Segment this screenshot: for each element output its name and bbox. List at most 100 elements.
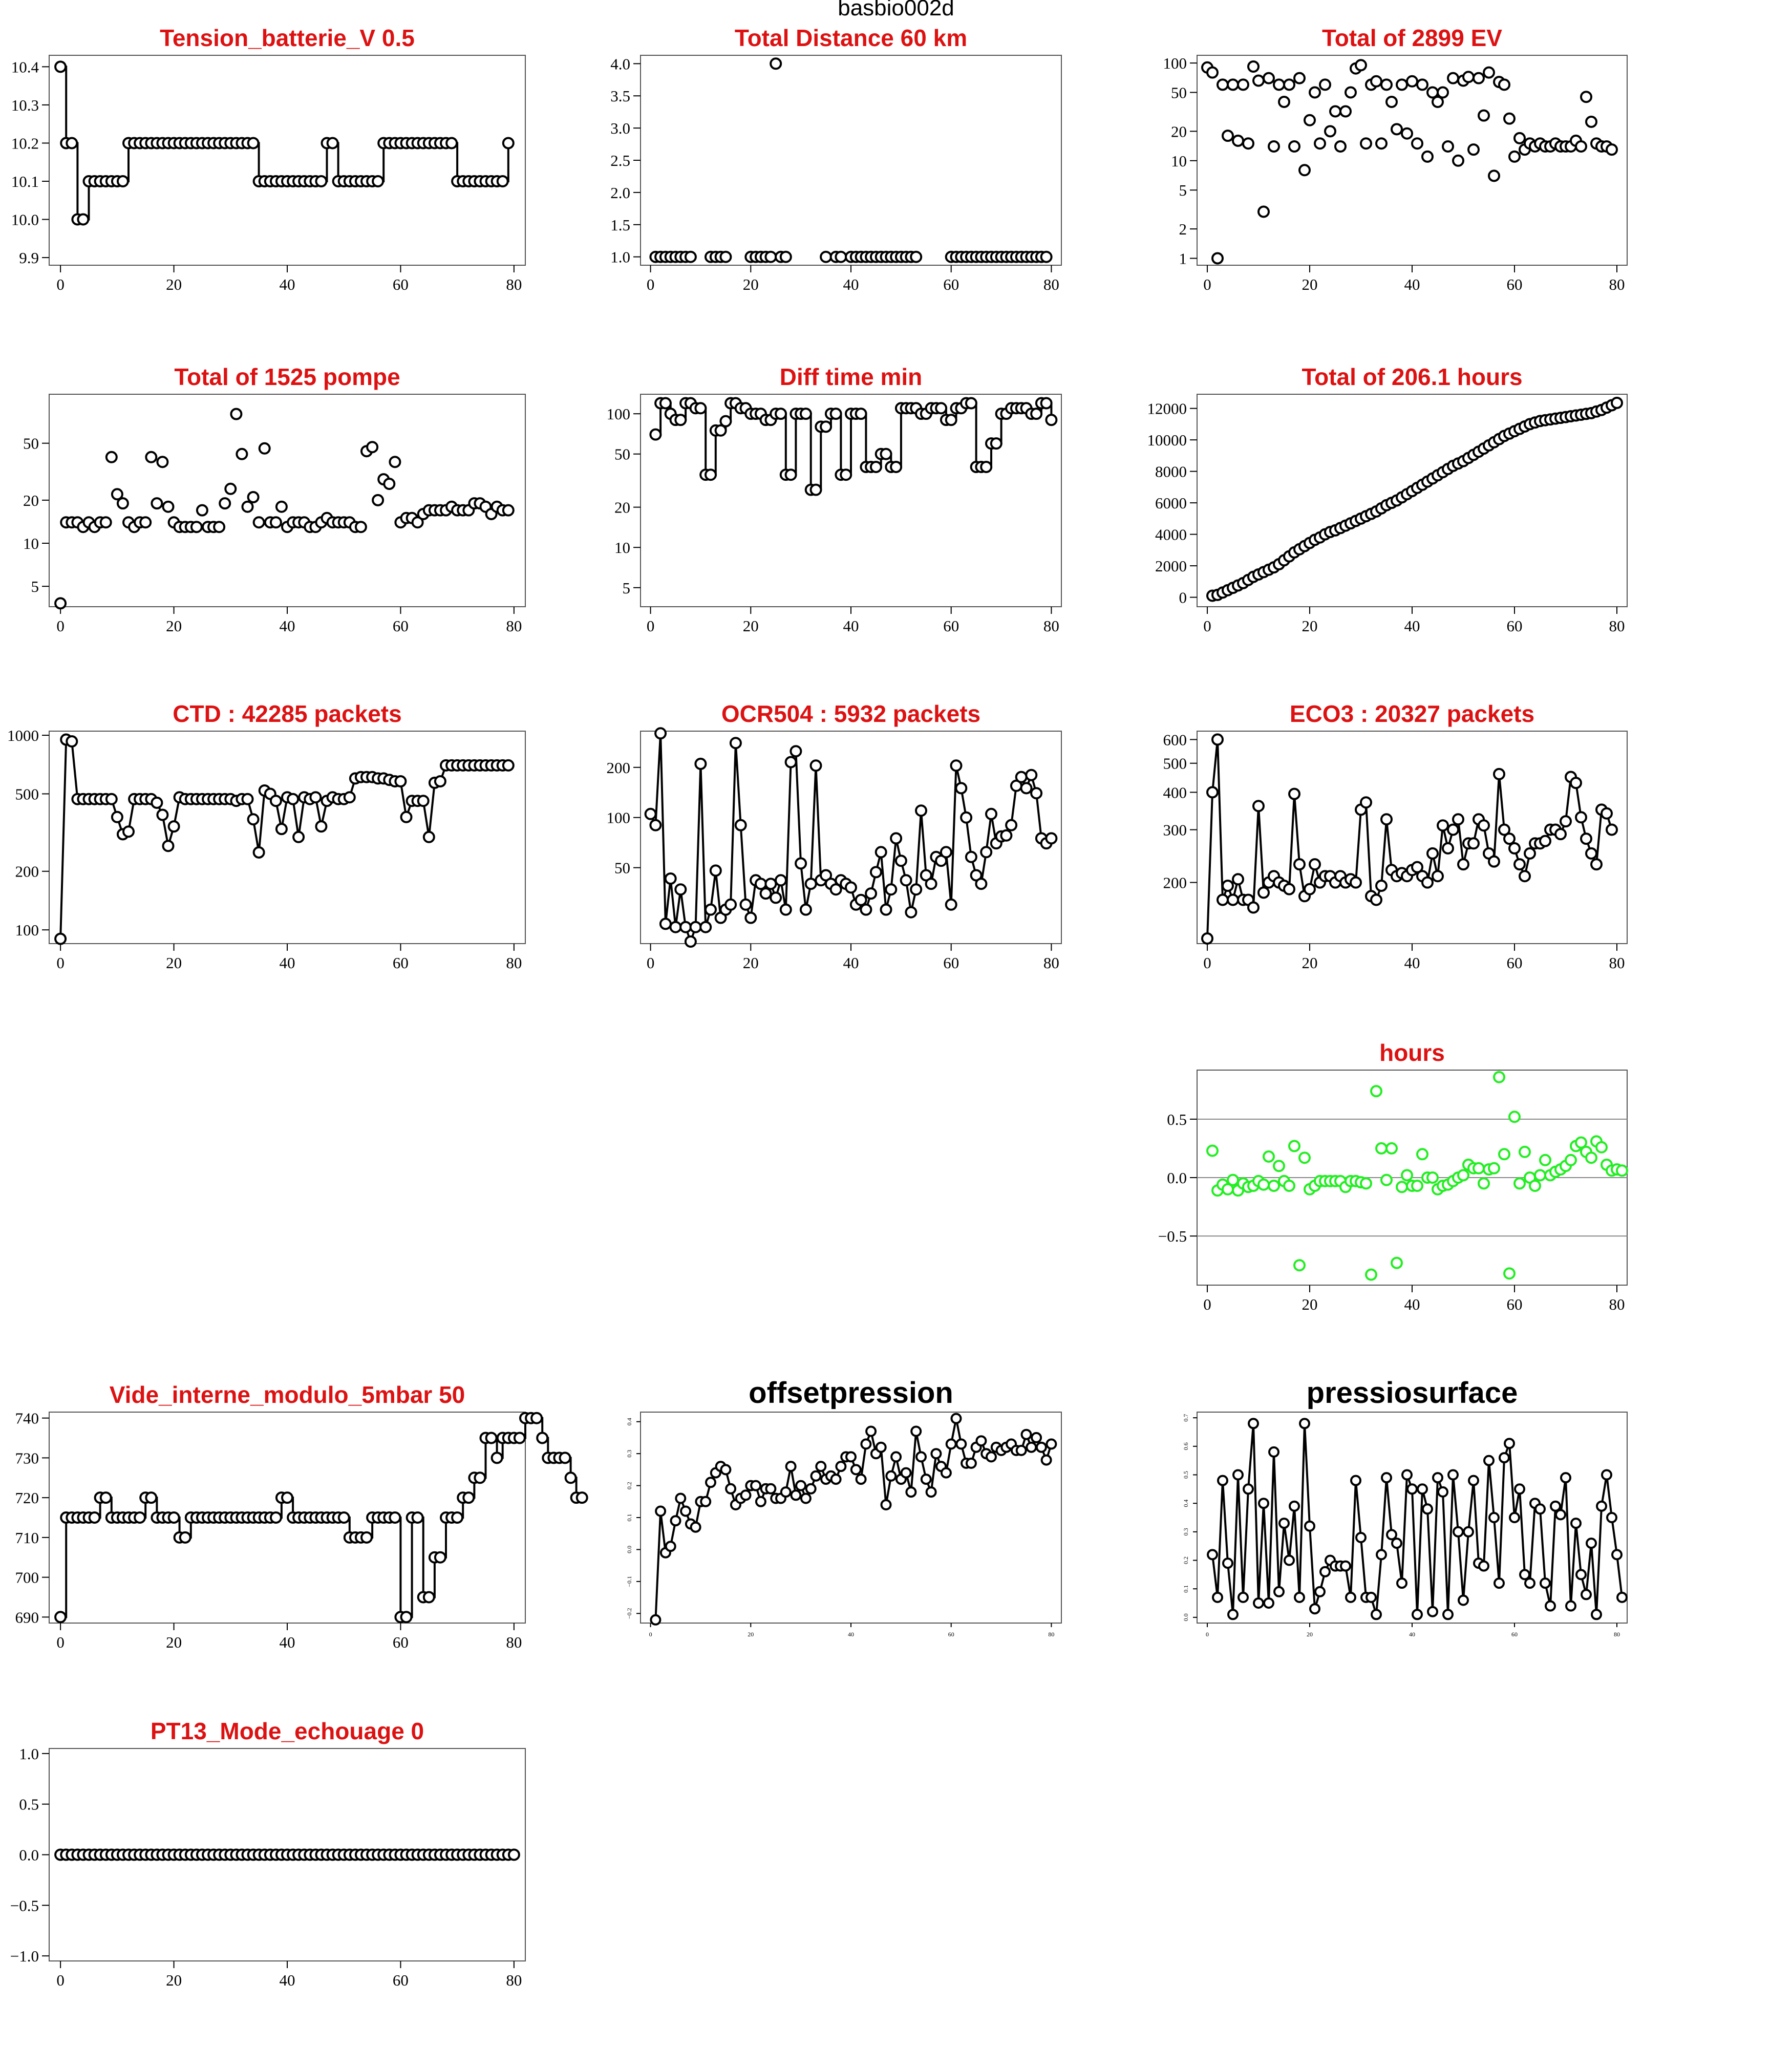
data-point (1585, 1151, 1597, 1164)
data-point (809, 483, 822, 496)
data-point (1406, 75, 1418, 88)
data-point (315, 175, 328, 187)
x-tick-label: 40 (1409, 1631, 1415, 1638)
data-point (1524, 1577, 1535, 1589)
data-point (1227, 1609, 1239, 1620)
panel-p13: pressiosurface 0 20 40 60 80 0.0 0.1 0.2 0.3 0.4 0.… (1182, 1376, 1628, 1638)
data-point (252, 846, 265, 859)
data-point (815, 1461, 827, 1473)
data-point (860, 1438, 872, 1450)
data-point (784, 468, 797, 481)
y-tick-label: 6000 (1155, 494, 1187, 512)
data-point (700, 1496, 712, 1507)
data-point (434, 775, 446, 787)
y-tick-label: 1 (1179, 250, 1187, 268)
data-point (724, 898, 737, 911)
chart-title: OCR504 : 5932 packets (721, 700, 980, 727)
data-point (1432, 870, 1444, 883)
data-point (156, 808, 169, 821)
data-point (111, 488, 123, 501)
x-tick-label: 80 (506, 617, 522, 635)
x-tick-label: 80 (506, 1971, 522, 1989)
data-point (434, 1551, 446, 1564)
data-point (1463, 1526, 1474, 1538)
data-point (1273, 78, 1285, 91)
data-point (502, 504, 515, 517)
data-point (674, 414, 687, 426)
y-tick-label: 50 (614, 445, 630, 463)
data-point (1045, 832, 1058, 845)
x-tick-label: 20 (743, 275, 759, 293)
x-tick-label: 80 (1609, 275, 1625, 293)
data-point (1601, 1469, 1612, 1481)
data-point (709, 864, 722, 877)
y-tick-label: 0.4 (1182, 1500, 1189, 1507)
data-point (1040, 1454, 1052, 1466)
data-point (1238, 1591, 1249, 1603)
data-point (665, 1541, 676, 1552)
panel-p8: OCR504 : 5932 packets 0 20 40 60 80 50 100 200 (607, 700, 1062, 972)
data-point (1539, 835, 1551, 847)
data-point (1045, 414, 1058, 426)
data-point (1278, 1518, 1290, 1529)
data-point (759, 887, 772, 900)
data-point (490, 1452, 503, 1464)
data-point (275, 500, 288, 513)
data-point (309, 791, 322, 804)
x-tick-label: 60 (393, 1633, 409, 1651)
data-point (1370, 893, 1382, 906)
data-point (179, 1531, 191, 1544)
data-point (1437, 86, 1449, 99)
data-point (1284, 1554, 1295, 1566)
data-point (1304, 883, 1316, 895)
data-point (1380, 78, 1393, 91)
data-point (910, 1425, 922, 1437)
data-point (575, 1491, 588, 1504)
data-point (1211, 252, 1224, 265)
data-point (915, 1451, 927, 1463)
data-point (945, 898, 957, 911)
data-point (1396, 1577, 1407, 1589)
y-tick-label: 200 (607, 759, 631, 777)
data-point (1452, 154, 1464, 167)
data-point (1494, 1577, 1505, 1589)
x-tick-label: 0 (1203, 1295, 1211, 1313)
data-point (139, 516, 152, 529)
x-tick-label: 20 (1307, 1631, 1313, 1638)
data-point (1611, 1549, 1623, 1561)
data-point (1206, 66, 1219, 79)
data-point (213, 521, 226, 534)
x-tick-label: 80 (506, 1633, 522, 1651)
data-point (275, 823, 288, 836)
data-point (965, 850, 977, 863)
x-tick-label: 80 (1048, 1631, 1054, 1638)
data-point (714, 424, 727, 437)
data-point (1478, 1560, 1489, 1572)
chart-title: Diff time min (780, 364, 923, 390)
panel-p3: Total of 2899 EV 0 20 40 60 80 1 2 5 10 20 50 100 (1163, 25, 1628, 293)
x-tick-label: 60 (1507, 954, 1523, 972)
data-point (417, 795, 430, 807)
data-point (1329, 105, 1341, 118)
data-point (1360, 1177, 1372, 1190)
data-point (705, 468, 717, 481)
data-point (720, 1464, 732, 1476)
data-point (145, 1491, 158, 1504)
data-point (1391, 123, 1403, 136)
data-point (1222, 1558, 1233, 1569)
data-point (1467, 837, 1480, 850)
chart-title: Total of 206.1 hours (1302, 364, 1522, 390)
data-point (1457, 1169, 1469, 1182)
data-point (1442, 1609, 1454, 1620)
data-point (779, 903, 792, 916)
x-tick-label: 80 (1609, 617, 1625, 635)
x-tick-label: 40 (843, 954, 859, 972)
data-point (99, 516, 112, 529)
data-point (845, 881, 857, 894)
y-tick-label: 10.0 (11, 211, 39, 229)
data-point (890, 1451, 902, 1463)
data-point (1524, 847, 1536, 860)
y-tick-label: 10 (614, 539, 630, 557)
data-point (669, 921, 682, 933)
plot-frame (49, 55, 526, 266)
